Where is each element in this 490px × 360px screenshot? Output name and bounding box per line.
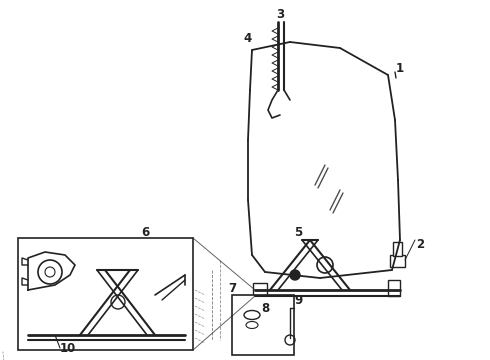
Text: 7: 7 bbox=[228, 282, 236, 294]
Bar bbox=[18, 238, 193, 350]
Text: 6: 6 bbox=[141, 225, 149, 238]
Bar bbox=[253, 283, 267, 297]
Text: 4: 4 bbox=[244, 31, 252, 45]
Text: 3: 3 bbox=[276, 8, 284, 21]
Bar bbox=[388, 280, 400, 296]
Text: 8: 8 bbox=[261, 302, 269, 315]
Text: 9: 9 bbox=[294, 293, 302, 306]
Text: 10: 10 bbox=[60, 342, 76, 356]
Circle shape bbox=[290, 270, 300, 280]
Text: 1: 1 bbox=[396, 62, 404, 75]
Bar bbox=[393, 242, 402, 256]
Bar bbox=[390, 255, 405, 267]
Bar bbox=[232, 295, 294, 355]
Text: 2: 2 bbox=[416, 238, 424, 252]
Text: 5: 5 bbox=[294, 225, 302, 238]
